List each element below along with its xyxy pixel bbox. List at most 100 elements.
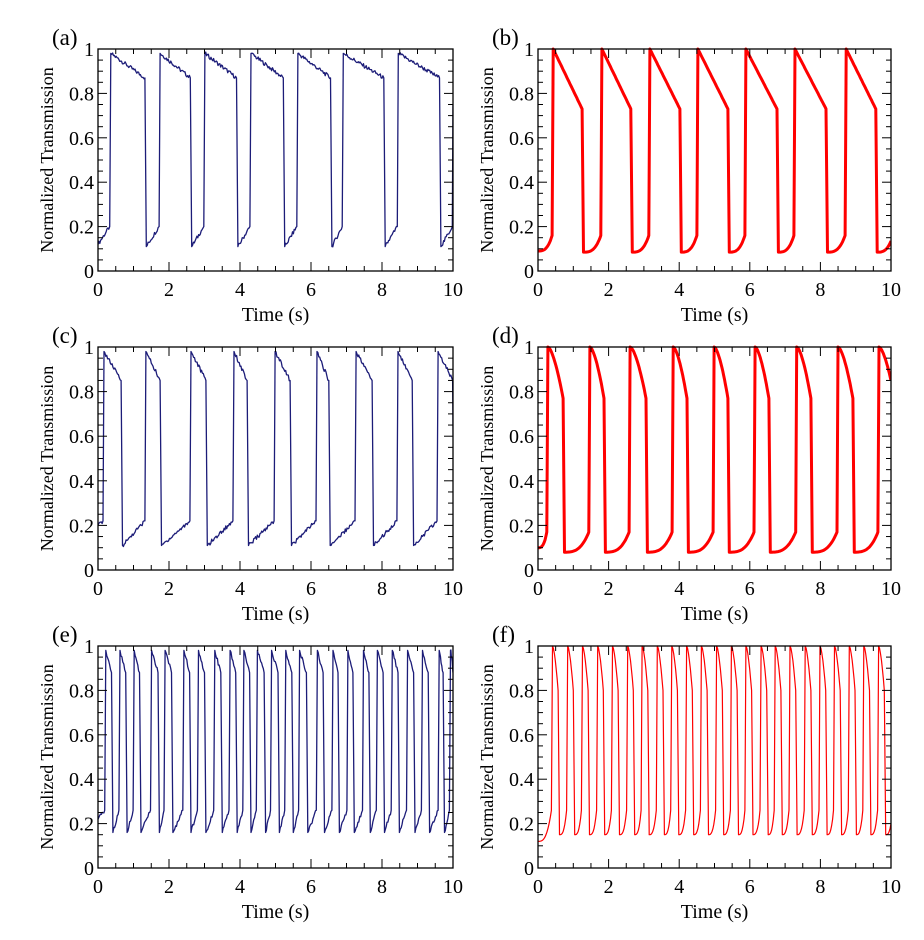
y-tick-label: 0.6 <box>509 725 534 747</box>
x-tick-label: 2 <box>164 578 174 600</box>
y-tick-label: 0 <box>84 560 94 582</box>
panel-label: (d) <box>492 323 519 348</box>
x-tick-label: 2 <box>164 876 174 898</box>
y-axis-label: Normalized Transmission <box>477 664 497 850</box>
panel-c: 0 2 4 6 8 10 0 0.2 0.4 0.6 0.8 1 Time (s) Normalized … <box>37 323 463 625</box>
x-tick-label: 4 <box>674 578 684 600</box>
x-tick-label: 4 <box>235 578 245 600</box>
y-axis-label: Normalized Transmission <box>37 67 57 253</box>
x-tick-label: 10 <box>443 279 463 301</box>
x-tick-label: 4 <box>674 876 684 898</box>
panel-label: (f) <box>492 622 515 647</box>
y-tick-label: 0 <box>524 261 534 283</box>
y-axis-label: Normalized Transmission <box>477 67 497 253</box>
plot-frame <box>97 48 454 272</box>
y-tick-label: 0.2 <box>69 217 94 239</box>
x-tick-label: 2 <box>604 578 614 600</box>
x-tick-label: 0 <box>533 279 543 301</box>
series-line <box>98 51 453 248</box>
x-tick-label: 10 <box>443 876 463 898</box>
panel-f: 0 2 4 6 8 10 0 0.2 0.4 0.6 0.8 1 Time (s) Normalized … <box>477 622 901 923</box>
x-tick-label: 8 <box>377 876 387 898</box>
panel-b: 0 2 4 6 8 10 0 0.2 0.4 0.6 0.8 1 Time (s) Normalized … <box>477 25 901 326</box>
x-tick-label: 10 <box>881 279 901 301</box>
x-tick-label: 10 <box>443 578 463 600</box>
y-tick-label: 0.8 <box>69 382 94 404</box>
y-tick-label: 1 <box>524 636 534 658</box>
y-axis-label: Normalized Transmission <box>37 664 57 850</box>
y-tick-label: 0.2 <box>509 515 534 537</box>
x-tick-label: 8 <box>815 279 825 301</box>
y-tick-label: 0 <box>524 858 534 880</box>
x-tick-label: 10 <box>881 578 901 600</box>
y-tick-label: 0.4 <box>509 769 534 791</box>
y-tick-label: 1 <box>84 39 94 61</box>
y-axis-label: Normalized Transmission <box>37 366 57 552</box>
y-tick-label: 0.4 <box>509 172 534 194</box>
x-tick-label: 4 <box>235 279 245 301</box>
x-tick-label: 0 <box>93 578 103 600</box>
panel-e: 0 2 4 6 8 10 0 0.2 0.4 0.6 0.8 1 Time (s) Normalized … <box>37 622 463 923</box>
x-tick-label: 2 <box>164 279 174 301</box>
x-tick-label: 4 <box>674 279 684 301</box>
y-tick-label: 0.2 <box>69 515 94 537</box>
x-tick-label: 6 <box>306 279 316 301</box>
y-tick-label: 0.4 <box>69 172 94 194</box>
series-line <box>98 649 453 834</box>
series-line <box>98 350 453 548</box>
y-tick-label: 0.2 <box>69 814 94 836</box>
x-axis-label: Time (s) <box>242 304 310 326</box>
y-tick-label: 1 <box>84 337 94 359</box>
y-tick-label: 0.6 <box>509 128 534 150</box>
panel-label: (c) <box>52 323 78 348</box>
y-tick-label: 0.6 <box>69 725 94 747</box>
x-tick-label: 8 <box>377 279 387 301</box>
y-tick-label: 0.8 <box>69 680 94 702</box>
y-tick-label: 0.8 <box>509 83 534 105</box>
y-tick-label: 0.6 <box>69 426 94 448</box>
x-tick-label: 4 <box>235 876 245 898</box>
y-axis-label: Normalized Transmission <box>477 366 497 552</box>
x-axis-label: Time (s) <box>681 901 749 923</box>
x-tick-label: 2 <box>604 876 614 898</box>
y-tick-label: 0.2 <box>509 217 534 239</box>
y-tick-label: 0 <box>84 858 94 880</box>
x-tick-label: 6 <box>306 876 316 898</box>
panel-a: 0 2 4 6 8 10 0 0.2 0.4 0.6 0.8 1 Time (s) Normalized … <box>37 25 463 326</box>
y-tick-label: 0 <box>84 261 94 283</box>
y-tick-label: 0.4 <box>69 471 94 493</box>
x-tick-label: 0 <box>93 279 103 301</box>
panel-d: 0 2 4 6 8 10 0 0.2 0.4 0.6 0.8 1 Time (s) Normalized … <box>477 323 901 625</box>
y-tick-label: 0.8 <box>509 382 534 404</box>
x-axis-label: Time (s) <box>242 901 310 923</box>
x-tick-label: 0 <box>533 876 543 898</box>
x-tick-label: 6 <box>745 578 755 600</box>
panel-label: (b) <box>492 25 519 50</box>
y-tick-label: 1 <box>84 636 94 658</box>
x-tick-label: 6 <box>306 578 316 600</box>
series-line <box>538 645 891 842</box>
panel-label: (e) <box>52 622 78 647</box>
series-line <box>538 47 891 254</box>
x-tick-label: 6 <box>745 876 755 898</box>
y-tick-label: 0.4 <box>69 769 94 791</box>
y-tick-label: 0.8 <box>509 680 534 702</box>
y-tick-label: 0.8 <box>69 83 94 105</box>
x-tick-label: 2 <box>604 279 614 301</box>
x-tick-label: 0 <box>93 876 103 898</box>
x-tick-label: 10 <box>881 876 901 898</box>
x-tick-label: 8 <box>815 578 825 600</box>
x-tick-label: 0 <box>533 578 543 600</box>
y-tick-label: 0.6 <box>69 128 94 150</box>
y-tick-label: 0.2 <box>509 814 534 836</box>
panel-label: (a) <box>52 25 78 50</box>
x-axis-label: Time (s) <box>681 304 749 326</box>
x-tick-label: 8 <box>815 876 825 898</box>
x-axis-label: Time (s) <box>681 603 749 625</box>
y-tick-label: 0 <box>524 560 534 582</box>
x-tick-label: 8 <box>377 578 387 600</box>
y-tick-label: 0.6 <box>509 426 534 448</box>
y-tick-label: 1 <box>524 39 534 61</box>
y-tick-label: 0.4 <box>509 471 534 493</box>
